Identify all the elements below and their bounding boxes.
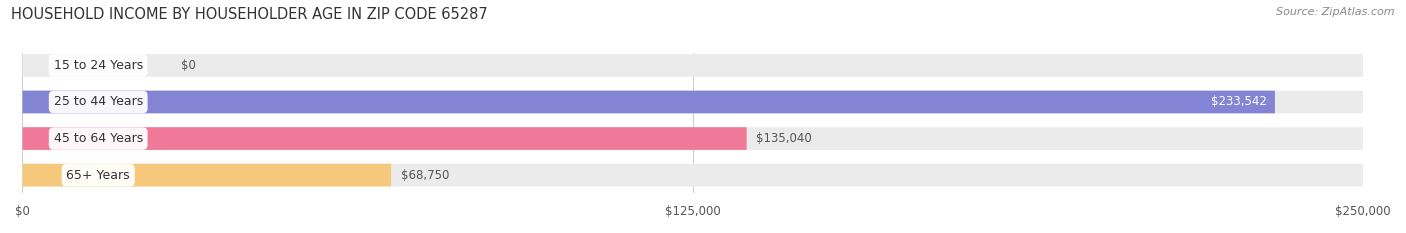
Text: 15 to 24 Years: 15 to 24 Years [53, 59, 143, 72]
FancyBboxPatch shape [22, 91, 1275, 113]
Text: 25 to 44 Years: 25 to 44 Years [53, 96, 143, 109]
Text: $0: $0 [180, 59, 195, 72]
FancyBboxPatch shape [22, 127, 747, 150]
Text: 45 to 64 Years: 45 to 64 Years [53, 132, 143, 145]
Text: $233,542: $233,542 [1211, 96, 1267, 109]
Text: Source: ZipAtlas.com: Source: ZipAtlas.com [1277, 7, 1395, 17]
FancyBboxPatch shape [22, 127, 1364, 150]
FancyBboxPatch shape [22, 164, 391, 186]
FancyBboxPatch shape [22, 164, 1364, 186]
FancyBboxPatch shape [22, 54, 1364, 77]
Text: $68,750: $68,750 [401, 169, 449, 182]
FancyBboxPatch shape [22, 91, 1364, 113]
Text: $135,040: $135,040 [756, 132, 811, 145]
Text: HOUSEHOLD INCOME BY HOUSEHOLDER AGE IN ZIP CODE 65287: HOUSEHOLD INCOME BY HOUSEHOLDER AGE IN Z… [11, 7, 488, 22]
Text: 65+ Years: 65+ Years [66, 169, 129, 182]
